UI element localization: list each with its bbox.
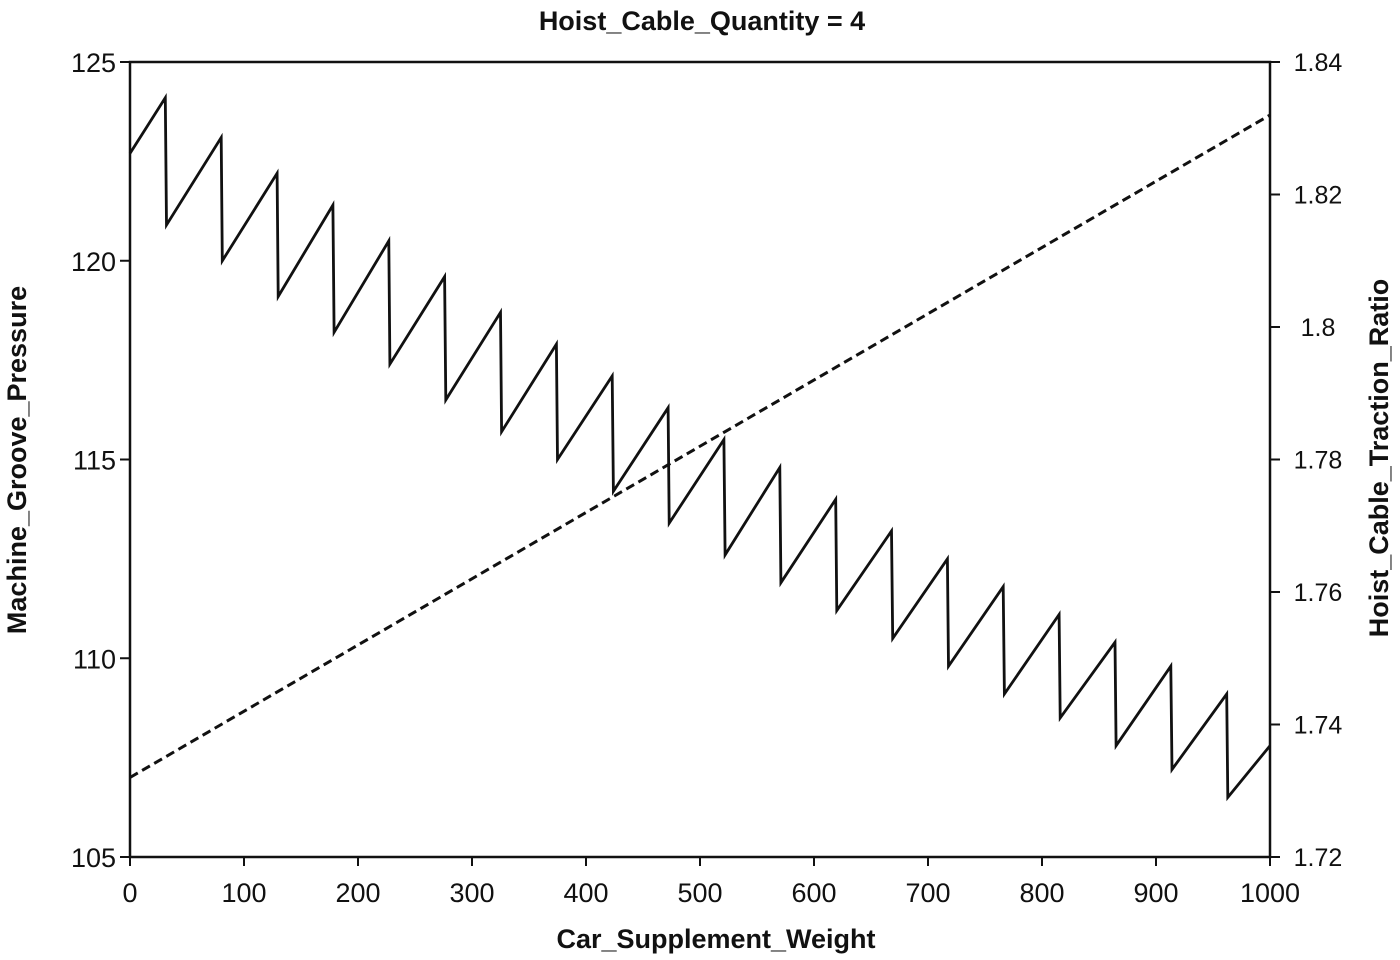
x-tick-label: 900 [1133, 878, 1178, 908]
y-left-tick-label: 105 [71, 843, 116, 873]
y-right-tick-label: 1.84 [1294, 49, 1343, 77]
x-tick-label: 0 [122, 878, 137, 908]
y-right-tick-label: 1.74 [1294, 712, 1343, 740]
x-tick-label: 600 [791, 878, 836, 908]
y-right-tick-label: 1.72 [1294, 844, 1343, 872]
series-line-groove-pressure [128, 93, 1272, 802]
plot-frame [128, 60, 1272, 859]
x-tick-label: 300 [449, 878, 494, 908]
chart-title: Hoist_Cable_Quantity = 4 [539, 6, 865, 36]
x-tick-label: 800 [1019, 878, 1064, 908]
plot-area: 0 100 200 300 400 500 600 700 800 900 1000 105 110 11… [71, 48, 1342, 908]
y-axis-left-label: Machine_Groove_Pressure [2, 286, 32, 634]
x-tick-label: 200 [335, 878, 380, 908]
x-axis-label: Car_Supplement_Weight [556, 924, 875, 954]
y-left-tick-label: 125 [71, 48, 116, 78]
y-axis-right-label: Hoist_Cable_Traction_Ratio [1364, 279, 1394, 638]
x-tick-label: 1000 [1240, 878, 1300, 908]
x-tick-label: 100 [221, 878, 266, 908]
x-tick-label: 400 [563, 878, 608, 908]
y-right-tick-label: 1.78 [1294, 447, 1343, 475]
x-tick-label: 700 [905, 878, 950, 908]
y-right-tick-label: 1.82 [1294, 182, 1343, 210]
y-right-tick-label: 1.8 [1301, 314, 1336, 342]
x-tick-label: 500 [677, 878, 722, 908]
y-left-tick-label: 110 [73, 644, 116, 674]
y-left-tick-label: 120 [71, 247, 116, 277]
y-left-tick-label: 115 [73, 446, 116, 476]
y-right-tick-label: 1.76 [1294, 579, 1343, 607]
series-line-traction-ratio [129, 113, 1271, 779]
